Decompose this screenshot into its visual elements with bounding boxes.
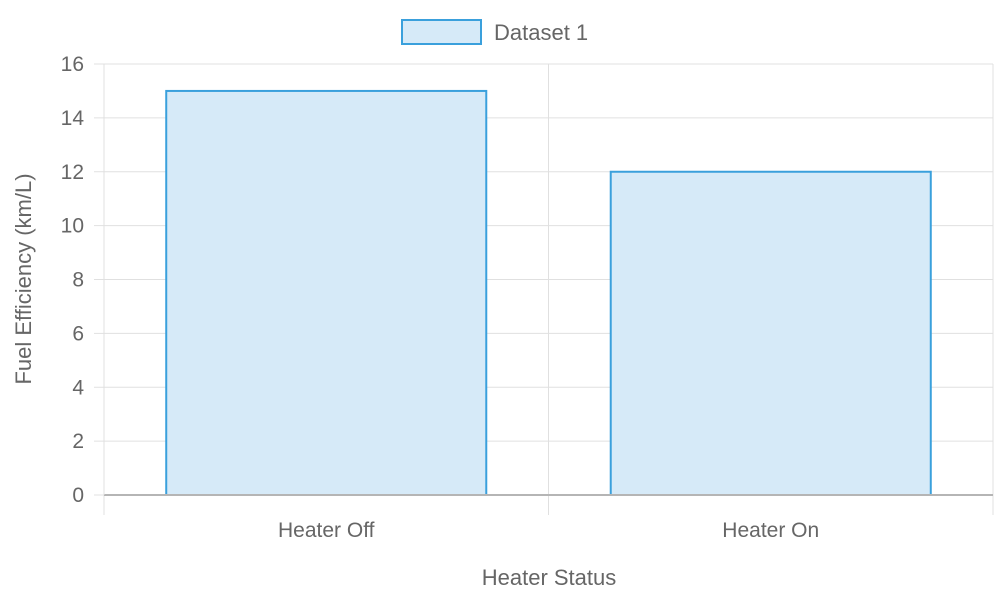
bar [165,89,488,496]
y-tick-label: 10 [61,215,84,238]
y-tick-label: 16 [61,53,84,76]
y-axis-title: Fuel Efficiency (km/L) [11,173,36,384]
y-tick-label: 4 [72,376,84,399]
x-axis-title: Heater Status [482,565,617,590]
legend[interactable]: Dataset 1 [401,19,588,45]
y-tick-label: 14 [61,107,85,130]
legend-label[interactable]: Dataset 1 [494,20,588,45]
bars [165,89,932,496]
y-tick-label: 6 [72,322,84,345]
legend-swatch[interactable] [401,19,482,45]
y-tick-label: 2 [72,430,84,453]
y-tick-label: 8 [72,269,84,292]
y-tick-label: 0 [72,484,84,507]
tick-labels: 0 2 4 6 8 10 12 14 16 Heater Off Heater On [61,53,820,542]
axes [94,63,994,515]
y-tick-label: 12 [61,161,84,184]
bar [609,170,932,496]
x-tick-label: Heater Off [278,519,375,542]
x-tick-label: Heater On [722,519,819,542]
